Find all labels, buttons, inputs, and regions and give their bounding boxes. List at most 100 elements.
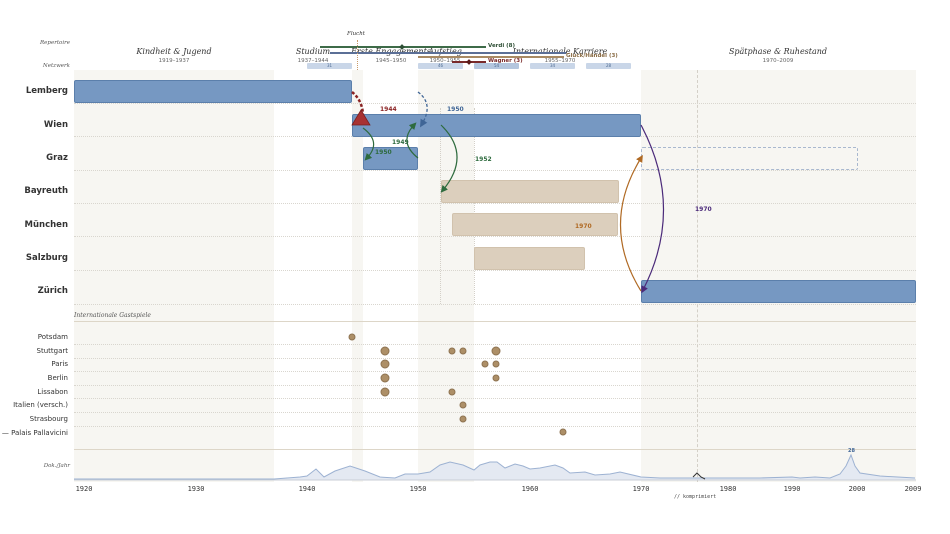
transition-year-1944: 1944 [380, 106, 397, 113]
guest-dot-berlin-1957[interactable] [492, 374, 500, 382]
guest-dot-paris-1956[interactable] [481, 360, 489, 368]
phase-years-erste: 1945–1950 [375, 58, 407, 64]
tick-1960: 1960 [521, 485, 539, 493]
row-label-salzburg: Salzburg [25, 253, 68, 263]
repertoire-label-wagner: Wagner (3) [488, 58, 523, 64]
guest-label-stuttgart: Stuttgart [36, 347, 68, 355]
network-bar-3: 54 [474, 63, 519, 69]
peak-label: 28 [848, 448, 855, 454]
phase-title-kindheit: Kindheit & Jugend [136, 47, 212, 56]
flucht-label: Flucht [347, 31, 365, 37]
bar-muenchen[interactable] [452, 213, 618, 236]
row-divider [74, 236, 916, 237]
arrow-lemberg-wien-1944 [351, 91, 365, 115]
arrow-wien-zuerich-1970 [640, 124, 665, 294]
row-label-muenchen: München [24, 220, 68, 230]
network-bar-2: 46 [418, 63, 463, 69]
guest-dot-lissabon-1953[interactable] [448, 388, 456, 396]
row-divider [74, 103, 916, 104]
row-divider [74, 304, 916, 305]
guest-row-divider [74, 358, 916, 359]
guest-label-potsdam: Potsdam [37, 333, 68, 341]
guest-row-divider [74, 371, 916, 372]
guide-line [474, 108, 475, 304]
guest-label-berlin: Berlin [47, 374, 68, 382]
row-divider [74, 170, 916, 171]
guest-dot-lissabon-1947[interactable] [380, 387, 390, 397]
phase-bg-kindheit [74, 70, 274, 482]
triangle-marker-icon [351, 109, 371, 126]
guest-dot-stuttgart-1953[interactable] [448, 347, 456, 355]
compressed-axis-note: // komprimiert [674, 494, 717, 500]
guest-row-divider [74, 426, 916, 427]
network-bar-4: 34 [530, 63, 575, 69]
arrow-lemberg-wien-1950 [417, 91, 428, 128]
transition-year-1949: 1949 [392, 139, 409, 146]
repertoire-label-verdi: Verdi (8) [488, 43, 515, 49]
axis-break-icon [692, 472, 706, 480]
tick-1970: 1970 [632, 485, 650, 493]
guest-dot-paris-1957[interactable] [492, 360, 500, 368]
network-bar-1: 31 [307, 63, 352, 69]
bar-salzburg[interactable] [474, 247, 585, 270]
guest-row-divider [74, 412, 916, 413]
arrow-wien-bayreuth-1952 [440, 124, 458, 193]
guest-label-paris: Paris [51, 360, 68, 368]
guest-row-divider [74, 344, 916, 345]
row-label-wien: Wien [43, 120, 68, 130]
transition-year-1952: 1952 [475, 156, 492, 163]
section-divider [74, 321, 916, 322]
dok-jahr-label: Dok./Jahr [43, 463, 70, 469]
phase-bg-spaetphase [641, 70, 916, 482]
arrow-graz-wien-1950 [406, 122, 419, 159]
network-bar-5: 28 [586, 63, 631, 69]
phase-years-aufstieg: 1950–1955 [429, 58, 461, 64]
phase-title-aufstieg: Aufstieg [415, 47, 475, 56]
transition-year-1970-orange: 1970 [575, 223, 592, 230]
bar-graz[interactable] [363, 147, 418, 170]
phase-bg-flucht [352, 70, 363, 482]
phase-years-kindheit: 1919–1937 [158, 58, 190, 64]
tick-1930: 1930 [187, 485, 205, 493]
section-divider [74, 449, 916, 450]
guest-dot-stuttgart-1954[interactable] [459, 347, 467, 355]
row-label-lemberg: Lemberg [25, 86, 68, 96]
phase-years-spaetphase: 1970–2009 [762, 58, 794, 64]
tick-1980: 1980 [719, 485, 737, 493]
guest-dot-italien-1954[interactable] [459, 401, 467, 409]
transition-year-1950-green: 1950 [375, 149, 392, 156]
gastspiele-section-title: Internationale Gastspiele [74, 312, 151, 319]
guest-dot-stuttgart-1947[interactable] [380, 346, 390, 356]
tick-1920: 1920 [75, 485, 93, 493]
phase-years-international: 1955–1970 [544, 58, 576, 64]
guest-dot-pallavicini-1963[interactable] [559, 428, 567, 436]
arrow-wien-graz-1949 [362, 127, 375, 161]
phase-title-spaetphase: Spätphase & Ruhestand [728, 47, 828, 56]
transition-year-1950-blue: 1950 [447, 106, 464, 113]
tick-2000: 2000 [848, 485, 866, 493]
row-divider [74, 203, 916, 204]
phase-title-international: Internationale Karriere [513, 47, 608, 56]
repertoire-bar-gluck [418, 56, 564, 58]
phase-bg-aufstieg [418, 70, 474, 482]
netzwerk-label: Netzwerk [42, 63, 70, 69]
guest-dot-strasbourg-1954[interactable] [459, 415, 467, 423]
guest-label-pallavicini: en — Palais Pallavicini [0, 429, 68, 437]
tick-1940: 1940 [298, 485, 316, 493]
row-label-bayreuth: Bayreuth [24, 186, 68, 196]
bar-lemberg[interactable] [74, 80, 352, 103]
tick-1990: 1990 [783, 485, 801, 493]
repertoire-label: Repertoire [40, 40, 70, 46]
guest-dot-stuttgart-1957[interactable] [491, 346, 501, 356]
guest-label-strasbourg: Strasbourg [29, 415, 68, 423]
phase-title-erste: Erste Engagements [346, 47, 436, 56]
guest-dot-berlin-1947[interactable] [380, 373, 390, 383]
row-divider [74, 270, 916, 271]
transition-year-1970-purple: 1970 [695, 206, 712, 213]
guide-line [697, 70, 698, 482]
row-label-zuerich: Zürich [37, 286, 68, 296]
guest-dot-potsdam-1944[interactable] [348, 333, 356, 341]
guest-dot-paris-1947[interactable] [380, 359, 390, 369]
